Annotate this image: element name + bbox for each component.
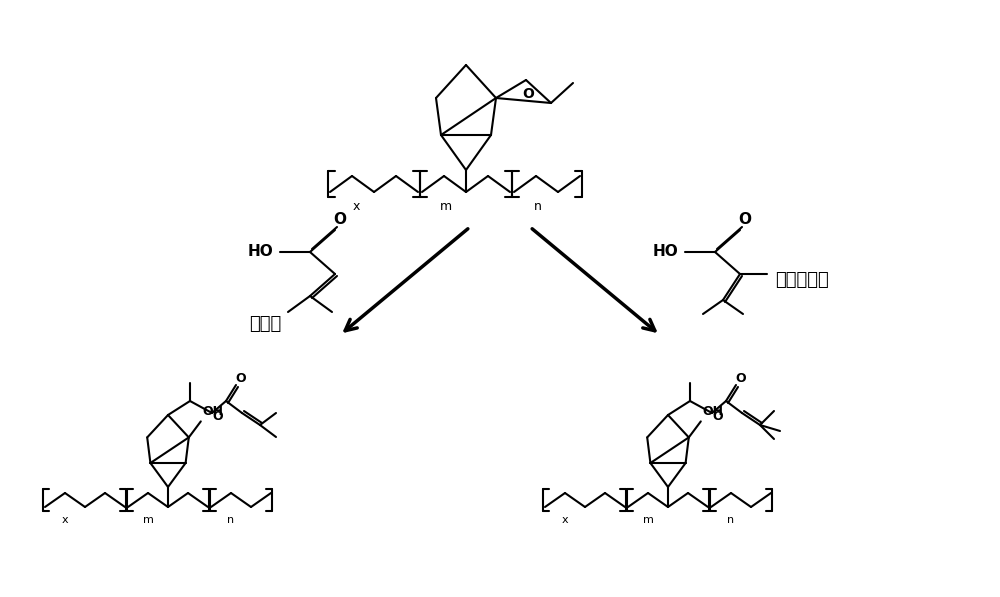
Text: 丙烯酸: 丙烯酸 — [249, 315, 281, 333]
Text: OH: OH — [203, 405, 224, 418]
Text: O: O — [713, 411, 723, 423]
Text: x: x — [352, 199, 360, 213]
Text: n: n — [534, 199, 542, 213]
Text: O: O — [334, 213, 347, 227]
Text: n: n — [227, 515, 235, 525]
Text: O: O — [213, 411, 223, 423]
Text: HO: HO — [247, 245, 273, 260]
Text: x: x — [62, 515, 68, 525]
Text: x: x — [562, 515, 568, 525]
Text: m: m — [440, 199, 452, 213]
Text: OH: OH — [703, 405, 724, 418]
Text: HO: HO — [652, 245, 678, 260]
Text: m: m — [643, 515, 653, 525]
Text: m: m — [143, 515, 153, 525]
Text: n: n — [727, 515, 735, 525]
Text: O: O — [522, 87, 534, 101]
Text: O: O — [236, 373, 246, 386]
Text: O: O — [738, 213, 752, 227]
Text: 甲基丙烯酸: 甲基丙烯酸 — [775, 271, 829, 289]
Text: O: O — [736, 373, 746, 386]
